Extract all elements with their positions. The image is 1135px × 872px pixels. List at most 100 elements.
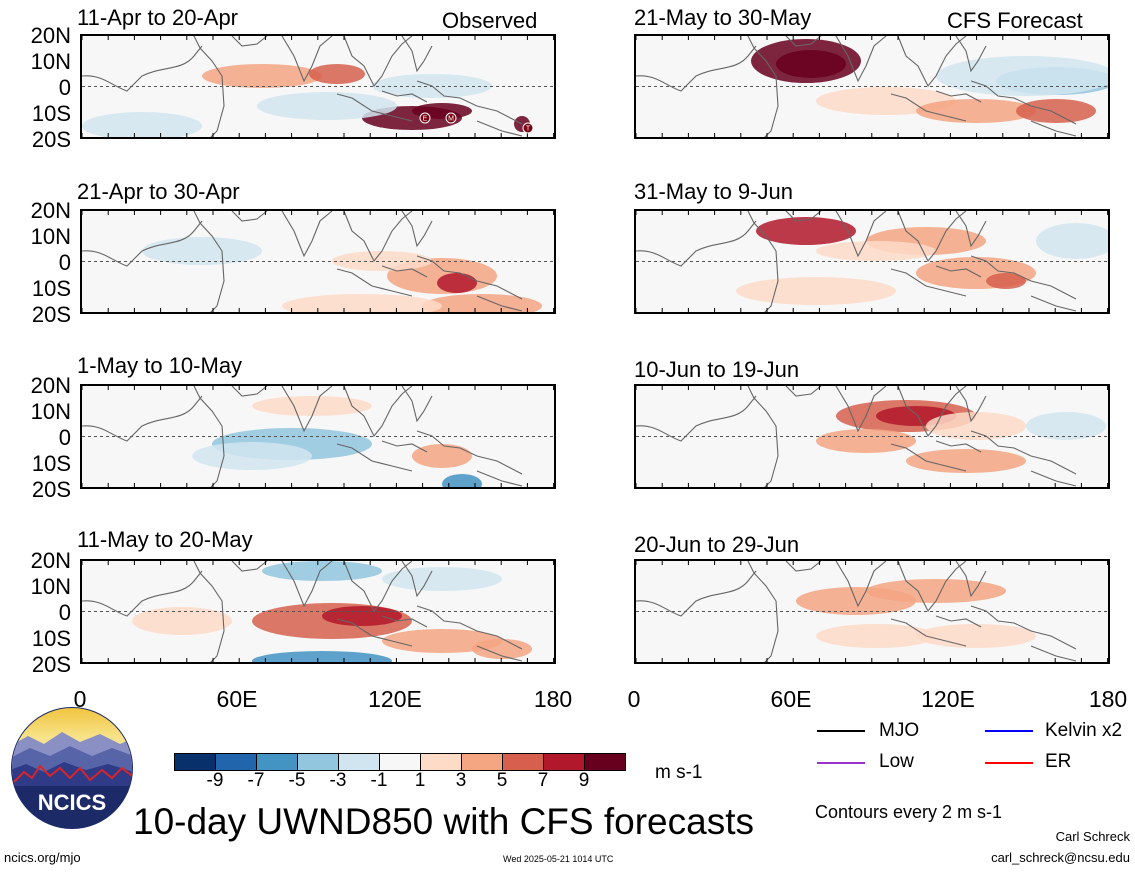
coastline — [476, 645, 523, 662]
anomaly-region — [382, 629, 502, 653]
coastline — [416, 80, 523, 125]
coastline — [416, 605, 523, 650]
anomaly-region — [926, 412, 1026, 440]
anomaly-region — [252, 396, 372, 416]
lon-label: 180 — [1088, 686, 1128, 712]
colorbar-label: 1 — [414, 770, 426, 791]
coastline — [343, 211, 413, 263]
coastline — [636, 220, 757, 267]
colorbar-label: -3 — [329, 770, 347, 791]
colorbar-swatch — [338, 753, 380, 771]
map-panel: E M T — [80, 34, 556, 139]
coastline — [343, 561, 413, 613]
coastline — [231, 36, 268, 47]
coastline — [193, 36, 225, 137]
coastline — [785, 211, 822, 222]
coastline — [835, 36, 887, 83]
coastline — [970, 430, 1077, 475]
coastline — [82, 220, 203, 267]
anomaly-region — [472, 639, 532, 659]
lat-label: 20N — [30, 198, 71, 223]
anomaly-region — [132, 607, 232, 635]
lat-label: 10N — [30, 399, 71, 424]
lat-label: 20N — [30, 373, 71, 398]
map-panel — [80, 384, 556, 489]
anomaly-region — [142, 237, 262, 265]
coastline — [336, 93, 413, 122]
coastline — [835, 561, 887, 608]
coastline — [401, 211, 433, 248]
coastline — [231, 561, 268, 572]
colorbar-label: -1 — [370, 770, 388, 791]
lat-label: 10N — [30, 224, 71, 249]
contour-note: Contours every 2 m s-1 — [815, 802, 1003, 822]
coastline — [82, 570, 203, 617]
anomaly-region — [816, 429, 916, 453]
anomaly-region — [412, 444, 472, 468]
main-title: 10-day UWND850 with CFS forecasts — [133, 801, 754, 842]
anomaly-region — [262, 561, 382, 581]
colorbar-units: m s-1 — [655, 762, 703, 783]
logo-text: NCICS — [38, 790, 106, 815]
anomaly-region — [442, 474, 482, 487]
anomaly-region — [192, 442, 312, 470]
footer-author: Carl Schreck — [1055, 829, 1130, 844]
panel-title: 11-Apr to 20-Apr — [77, 5, 239, 30]
anomaly-region — [986, 273, 1026, 289]
ncics-logo: NCICS — [10, 706, 134, 830]
coastline — [476, 470, 523, 487]
coastline — [636, 45, 757, 92]
coastline — [343, 36, 413, 88]
coastline — [890, 268, 967, 297]
lat-label: 10S — [31, 101, 71, 126]
coastline — [785, 36, 822, 47]
storm-marker-label: M — [448, 116, 454, 123]
coastline — [476, 120, 523, 137]
coastline — [416, 430, 523, 475]
lat-label: 20S — [31, 652, 71, 677]
colorbar-label: 5 — [496, 770, 508, 791]
coastline — [897, 386, 967, 438]
lat-label: 10N — [30, 49, 71, 74]
anomaly-region — [282, 294, 442, 312]
coastline — [897, 36, 967, 88]
lat-label: 20N — [30, 23, 71, 48]
coastline — [281, 211, 333, 258]
anomaly-region — [342, 404, 462, 428]
coastline — [935, 90, 982, 103]
lon-label: 60E — [216, 686, 258, 712]
coastline — [193, 211, 225, 312]
coastline — [336, 443, 413, 472]
colorbar-swatch — [461, 753, 503, 771]
anomaly-region — [422, 294, 542, 312]
lat-label: 10S — [31, 276, 71, 301]
footer-email[interactable]: carl_schreck@ncsu.edu — [991, 850, 1130, 865]
anomaly-region — [756, 217, 856, 245]
panel-title: 10-Jun to 19-Jun — [634, 357, 800, 382]
lon-label: 120E — [368, 686, 422, 712]
coastline — [231, 386, 268, 397]
coastline — [82, 45, 203, 92]
coastline — [955, 36, 987, 73]
lat-label: 10S — [31, 626, 71, 651]
coastline — [897, 561, 967, 613]
anomaly-region — [202, 64, 322, 88]
storm-marker-label: E — [423, 116, 428, 123]
anomaly-region — [916, 624, 1036, 648]
coastline — [336, 618, 413, 647]
lon-label: 0 — [73, 686, 87, 712]
footer-url[interactable]: ncics.org/mjo — [4, 850, 81, 865]
legend-low-label: Low — [879, 751, 914, 772]
legend-kelvin-label: Kelvin x2 — [1045, 720, 1123, 741]
coastline — [281, 561, 333, 608]
coastline — [785, 386, 822, 397]
coastline — [281, 386, 333, 433]
colorbar-swatch — [215, 753, 257, 771]
coastline — [381, 440, 428, 453]
anomaly-region — [816, 624, 936, 648]
legend-low-line — [817, 762, 865, 764]
coastline — [785, 561, 822, 572]
lat-label: 20S — [31, 477, 71, 502]
coastline — [636, 570, 757, 617]
coastline — [1030, 120, 1077, 137]
